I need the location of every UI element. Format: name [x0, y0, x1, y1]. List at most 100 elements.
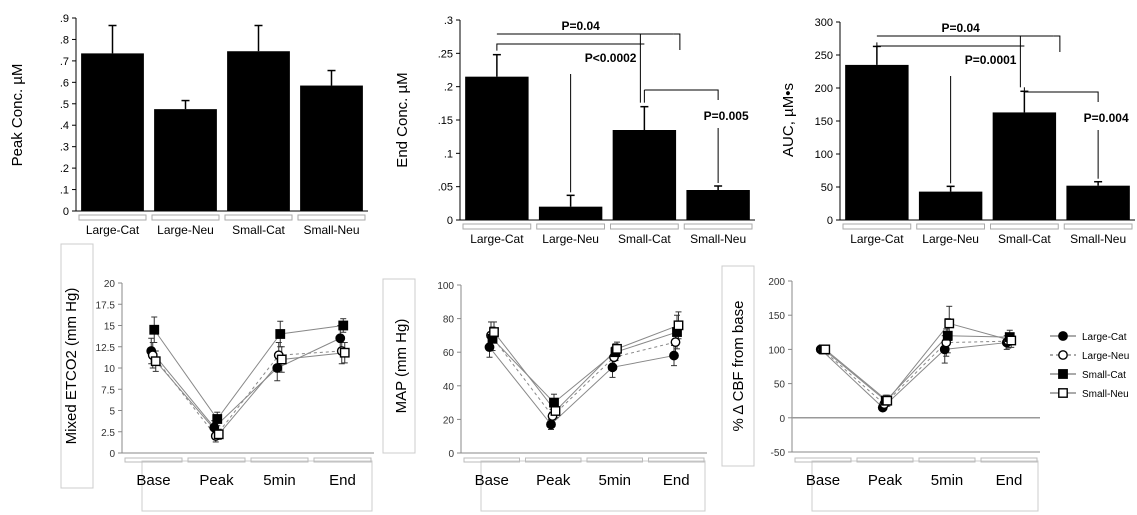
panel-etco2: Mixed ETCO2 (mm Hg) 0 2.5 5 7.5 10 12.5 15 17.5 2…	[60, 243, 374, 512]
data-point	[546, 419, 556, 430]
data-point	[213, 429, 224, 440]
sig-label: P=0.005	[704, 109, 749, 123]
y-tick-label: 20	[104, 279, 116, 290]
data-point	[335, 333, 346, 344]
legend-label: Small-Cat	[1082, 370, 1126, 381]
x-tick-label: Large-Cat	[850, 232, 904, 246]
x-tick-label: Small-Cat	[232, 223, 285, 237]
data-point	[670, 337, 681, 348]
category-bracket	[980, 457, 1038, 463]
x-tick-label: Large-Neu	[542, 232, 599, 246]
bar-large-cat	[845, 64, 909, 221]
sig-label: P<0.0002	[585, 51, 637, 65]
y-tick-label: 300	[815, 17, 833, 29]
x-tick-label: 5min	[598, 472, 631, 489]
category-bracket	[187, 457, 246, 463]
y-tick-label: 100	[815, 149, 833, 161]
x-tick-label: Peak	[199, 472, 234, 489]
data-point	[1058, 350, 1068, 360]
data-point	[272, 363, 283, 373]
y-tick-label: .25	[438, 48, 453, 60]
y-tick-label: 5	[109, 407, 115, 418]
sig-bracket	[876, 42, 1025, 47]
category-bracket	[151, 214, 220, 221]
y-label-frame	[60, 243, 94, 489]
x-tick-label: Peak	[536, 472, 571, 489]
x-tick-label: End	[996, 472, 1023, 489]
bar-large-cat	[465, 76, 529, 221]
y-tick-label: 150	[815, 116, 833, 128]
bar-large-cat	[81, 53, 144, 212]
y-tick-label: 20	[443, 415, 455, 426]
category-bracket	[462, 223, 532, 230]
category-bracket	[610, 223, 679, 230]
y-tick-label: 200	[815, 83, 833, 95]
category-bracket	[224, 214, 293, 221]
data-point	[489, 327, 499, 337]
y-tick-label: 12.5	[96, 343, 116, 354]
category-bracket	[586, 457, 643, 463]
y-tick-label: 0	[448, 449, 454, 460]
series-line-small-neu	[155, 352, 345, 436]
bar-small-cat	[992, 112, 1057, 220]
y-tick-label: 0	[827, 215, 833, 227]
x-tick-label: Base	[806, 472, 840, 489]
y-tick-label: 7.5	[101, 385, 115, 396]
bar-large-neu	[918, 191, 983, 220]
series-line-small-neu	[824, 322, 1012, 402]
y-tick-label: .1	[60, 185, 69, 197]
x-tick-label: End	[663, 472, 690, 489]
data-point	[673, 320, 684, 331]
data-point	[549, 397, 559, 408]
y-label-frame	[382, 278, 416, 454]
panel-cbf: % Δ CBF from base -50 0 50 100 150 200 Base Peak…	[721, 265, 1040, 512]
y-axis-label: % Δ CBF from base	[730, 301, 747, 432]
y-tick-label: .4	[60, 120, 69, 132]
data-point	[484, 342, 495, 353]
y-axis-label: MAP (mm Hg)	[393, 319, 410, 414]
x-tick-label: Small-Neu	[690, 232, 746, 246]
legend: Large-Cat Large-Neu Small-Cat Small-Neu	[1050, 331, 1129, 400]
panel-peak-conc: Peak Conc. µM 0 .1 .2 .3 .4 .5 .6 .7 .8 .9 Large-Ca…	[9, 13, 368, 237]
y-tick-label: 17.5	[96, 300, 116, 311]
x-tick-label: Small-Cat	[998, 232, 1051, 246]
data-point	[1058, 388, 1068, 398]
x-tick-label: 5min	[931, 472, 964, 489]
data-point	[1058, 369, 1068, 379]
category-bracket	[250, 457, 309, 463]
category-bracket	[648, 457, 705, 463]
y-tick-label: .2	[60, 163, 69, 175]
y-axis-label: Mixed ETCO2 (mm Hg)	[63, 288, 80, 445]
data-point	[149, 324, 160, 335]
y-tick-label: 250	[815, 50, 833, 62]
series-line-small-cat	[492, 331, 678, 404]
y-axis-label: Peak Conc. µM	[9, 64, 26, 167]
category-bracket	[842, 223, 912, 230]
y-tick-label: .8	[60, 34, 69, 46]
data-point	[150, 356, 161, 367]
y-tick-label: .3	[60, 142, 69, 154]
y-tick-label: .05	[438, 182, 453, 194]
legend-label: Large-Cat	[1082, 332, 1127, 343]
category-bracket	[463, 457, 520, 463]
category-bracket	[916, 223, 985, 230]
x-tick-label: 5min	[263, 472, 296, 489]
category-bracket	[536, 223, 605, 230]
sig-label: P=0.004	[1084, 111, 1129, 125]
sig-bracket	[496, 43, 645, 51]
data-point	[669, 350, 679, 361]
panel-auc: AUC, µM•s 0 50 100 150 200 250 300 Large-Cat Larg…	[780, 17, 1135, 246]
y-tick-label: .9	[60, 13, 69, 25]
panel-end-conc: End Conc. µM 0 .05 .1 .15 .2 .25 .3 Large-Cat Lar…	[394, 15, 755, 246]
category-bracket	[313, 457, 372, 463]
series-line-large-cat	[820, 342, 1007, 409]
category-bracket	[918, 457, 976, 463]
data-point	[212, 414, 223, 424]
data-point	[339, 347, 350, 358]
legend-label: Small-Neu	[1082, 389, 1129, 400]
y-tick-label: .3	[444, 15, 453, 27]
x-tick-label: Small-Cat	[618, 232, 671, 246]
sig-bracket	[673, 33, 681, 50]
data-point	[882, 395, 893, 406]
sig-label: P=0.04	[561, 19, 600, 33]
